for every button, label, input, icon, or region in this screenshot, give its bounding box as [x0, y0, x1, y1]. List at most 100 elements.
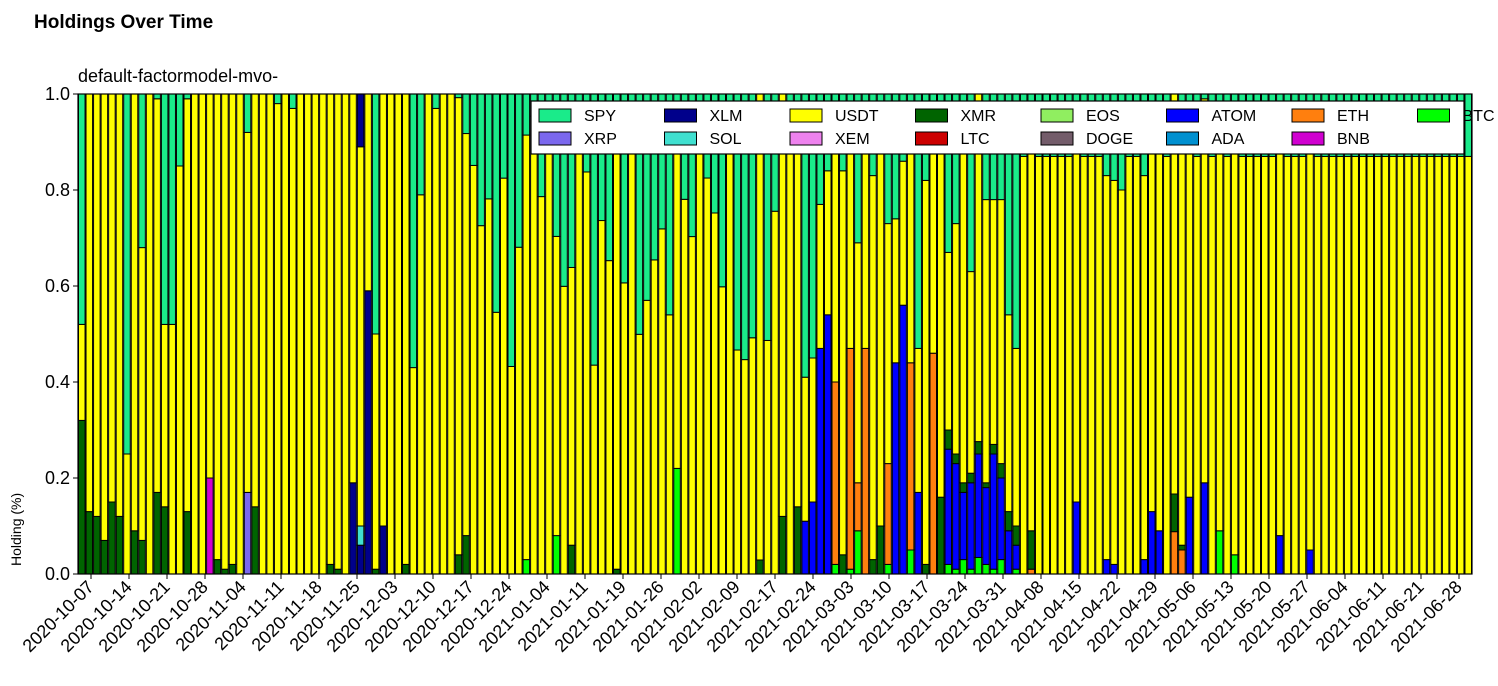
bar-segment-usdt: [681, 199, 688, 574]
bar-segment-usdt: [1066, 156, 1073, 574]
bar-segment-usdt: [968, 272, 975, 474]
bar-segment-usdt: [1043, 156, 1050, 574]
bar-segment-usdt: [86, 94, 93, 512]
bar-segment-xmr: [1028, 531, 1035, 569]
bar-segment-usdt: [1194, 156, 1201, 574]
bar-segment-xmr: [877, 526, 884, 574]
legend-label: USDT: [835, 108, 879, 125]
legend-swatch: [539, 109, 571, 122]
bar-segment-btc: [674, 468, 681, 574]
bar-segment-usdt: [1284, 156, 1291, 574]
bar-segment-xmr: [455, 555, 462, 574]
bar-segment-usdt: [274, 104, 281, 574]
bar-segment-xmr: [109, 502, 116, 574]
bar-segment-xmr: [1179, 545, 1186, 550]
bar-segment-usdt: [1367, 156, 1374, 574]
bar-segment-usdt: [1088, 156, 1095, 574]
bar-segment-usdt: [561, 286, 568, 574]
bar-segment-usdt: [192, 94, 199, 574]
bar-segment-spy: [161, 94, 168, 324]
bar-segment-usdt: [1314, 156, 1321, 574]
bar-segment-xmr: [101, 540, 108, 574]
bar-segment-spy: [433, 94, 440, 108]
bar-segment-usdt: [840, 171, 847, 555]
bar-segment-usdt: [1201, 99, 1208, 483]
bar-segment-btc: [1231, 555, 1238, 574]
legend-swatch: [1292, 132, 1324, 145]
bar-segment-usdt: [1216, 113, 1223, 531]
bar-segment-usdt: [214, 94, 221, 560]
bar-segment-usdt: [372, 334, 379, 569]
bar-segment-usdt: [1133, 156, 1140, 574]
bar-segment-usdt: [1186, 113, 1193, 497]
bar-segment-xmr: [1171, 494, 1178, 532]
bar-segment-spy: [410, 94, 417, 368]
bar-segment-usdt: [282, 94, 289, 574]
bar-segment-usdt: [915, 348, 922, 492]
bar-segment-atom: [975, 454, 982, 557]
bar-segment-usdt: [1390, 156, 1397, 574]
bar-segment-usdt: [139, 248, 146, 541]
bar-segment-atom: [1201, 483, 1208, 574]
bar-segment-usdt: [1427, 156, 1434, 574]
bar-segment-spy: [372, 94, 379, 334]
legend-label: SOL: [710, 131, 742, 148]
bar-segment-atom: [824, 315, 831, 574]
bar-segment-usdt: [990, 200, 997, 445]
bar-segment-usdt: [1382, 156, 1389, 574]
bar-segment-atom: [900, 305, 907, 574]
bar-segment-atom: [960, 492, 967, 559]
bar-segment-usdt: [176, 166, 183, 574]
bar-segment-usdt: [485, 199, 492, 574]
bar-segment-usdt: [161, 324, 168, 506]
bar-segment-usdt: [79, 324, 86, 420]
bar-segment-usdt: [1269, 156, 1276, 574]
bar-segment-spy: [485, 94, 492, 199]
bar-segment-xmr: [998, 464, 1005, 478]
bar-segment-xmr: [222, 569, 229, 574]
bar-segment-usdt: [892, 219, 899, 363]
bar-segment-usdt: [809, 358, 816, 502]
bar-segment-atom: [1141, 560, 1148, 574]
bar-segment-usdt: [94, 94, 101, 516]
bar-segment-xmr: [372, 569, 379, 574]
bar-segment-usdt: [568, 267, 575, 545]
bar-segment-xlm: [380, 526, 387, 574]
bar-segment-usdt: [101, 94, 108, 540]
bar-segment-usdt: [719, 287, 726, 574]
bar-segment-bnb: [207, 478, 214, 574]
legend-swatch: [916, 132, 948, 145]
bar-segment-usdt: [1337, 156, 1344, 574]
bar-segment-usdt: [772, 211, 779, 574]
bar-segment-usdt: [870, 176, 877, 560]
bar-segment-usdt: [470, 165, 477, 574]
bar-segment-xmr: [779, 516, 786, 574]
bar-segment-spy: [516, 94, 523, 247]
bar-segment-xmr: [568, 545, 575, 574]
bar-segment-eth: [1028, 569, 1035, 574]
bar-segment-xmr: [161, 507, 168, 574]
bar-segment-usdt: [1224, 156, 1231, 574]
bar-segment-xmr: [86, 512, 93, 574]
legend-label: XRP: [584, 131, 617, 148]
bar-segment-xmr: [154, 492, 161, 574]
bar-segment-usdt: [1164, 156, 1171, 574]
bar-segment-spy: [184, 94, 191, 99]
bar-segment-usdt: [538, 197, 545, 574]
bar-segment-usdt: [659, 229, 666, 574]
bar-segment-usdt: [1435, 156, 1442, 574]
bar-segment-spy: [154, 94, 161, 99]
bar-segment-usdt: [1329, 156, 1336, 574]
bar-segment-usdt: [448, 94, 455, 574]
bar-segment-usdt: [350, 94, 357, 483]
bar-segment-usdt: [289, 108, 296, 574]
bar-segment-btc: [523, 560, 530, 574]
bar-segment-usdt: [244, 132, 251, 492]
bar-segment-usdt: [305, 94, 312, 574]
bar-segment-btc: [1013, 569, 1020, 574]
bar-segment-spy: [500, 94, 507, 178]
bar-segment-usdt: [817, 204, 824, 348]
bar-segment-usdt: [237, 94, 244, 574]
bar-segment-usdt: [734, 350, 741, 574]
bar-segment-usdt: [500, 178, 507, 574]
